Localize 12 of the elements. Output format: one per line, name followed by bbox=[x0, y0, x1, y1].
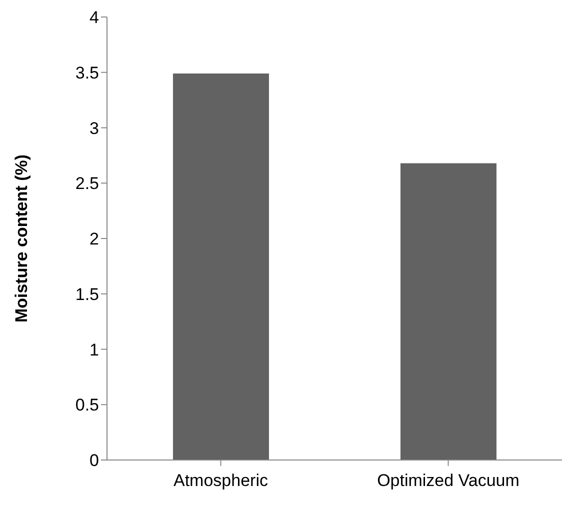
x-tick-label: Optimized Vacuum bbox=[377, 471, 520, 490]
y-axis-title: Moisture content (%) bbox=[12, 154, 32, 323]
y-tick-label: 4 bbox=[90, 8, 99, 28]
y-tick-label: 1 bbox=[90, 340, 99, 360]
y-tick-label: 0.5 bbox=[75, 396, 99, 415]
x-tick-label: Atmospheric bbox=[174, 471, 268, 490]
y-tick-label: 2.5 bbox=[75, 174, 99, 194]
y-tick-label: 3 bbox=[90, 118, 99, 138]
y-tick-label: 2 bbox=[90, 230, 99, 249]
y-tick-label: 1.5 bbox=[75, 284, 99, 304]
y-tick-label: 0 bbox=[90, 451, 99, 470]
y-tick-label: 3.5 bbox=[75, 63, 99, 82]
